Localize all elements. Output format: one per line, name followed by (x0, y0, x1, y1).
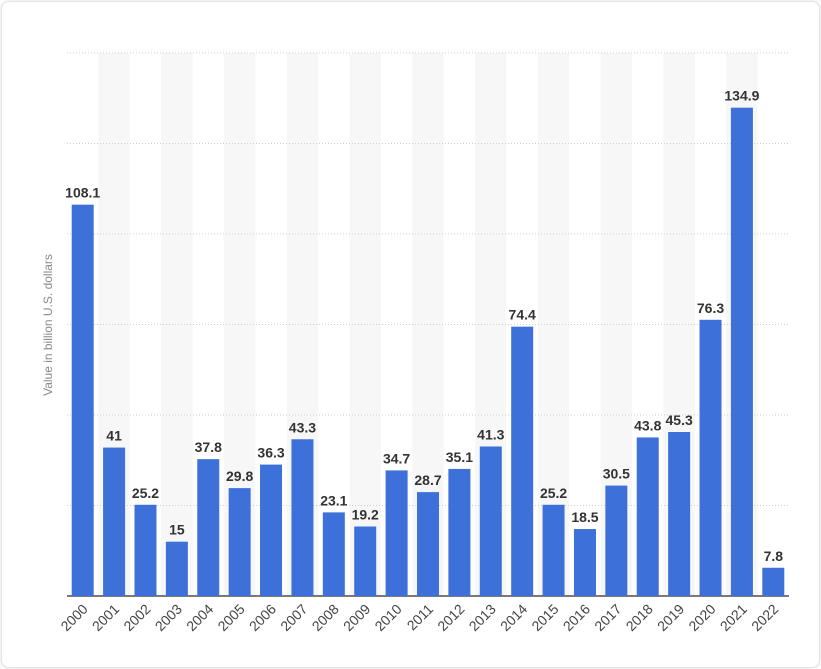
value-label-2002: 25.2 (132, 485, 159, 501)
x-tick-2016: 2016 (560, 601, 593, 634)
x-tick-2020: 2020 (685, 601, 718, 634)
bar-2005 (228, 488, 251, 596)
bar-2008 (322, 512, 345, 596)
y-axis-label: Value in billion U.S. dollars (41, 254, 55, 396)
bar-2013 (479, 446, 502, 596)
value-label-2001: 41 (106, 428, 122, 444)
x-tick-2000: 2000 (57, 601, 90, 634)
value-label-2000: 108.1 (65, 185, 100, 201)
bar-2009 (354, 526, 377, 596)
value-label-2017: 30.5 (603, 466, 630, 482)
bar-2021 (730, 107, 753, 597)
bar-2014 (511, 326, 534, 596)
bar-2016 (573, 529, 596, 596)
x-tick-2012: 2012 (434, 601, 467, 634)
value-label-2016: 18.5 (571, 509, 598, 525)
x-tick-labels: 2000200120022003200420052006200720082009… (57, 601, 781, 634)
bar-2000 (71, 204, 94, 597)
x-tick-2010: 2010 (371, 601, 404, 634)
bars (71, 107, 785, 597)
x-tick-2021: 2021 (717, 601, 750, 634)
x-tick-2019: 2019 (654, 601, 687, 634)
value-label-2003: 15 (169, 522, 185, 538)
x-tick-2006: 2006 (246, 601, 279, 634)
bar-2018 (636, 437, 659, 596)
bar-2002 (134, 504, 157, 596)
bar-2001 (103, 447, 126, 596)
bar-2004 (197, 459, 220, 596)
value-label-2014: 74.4 (509, 307, 536, 323)
x-tick-2008: 2008 (309, 601, 342, 634)
value-label-2020: 76.3 (697, 300, 724, 316)
bar-2019 (668, 432, 691, 596)
column-band (349, 53, 381, 596)
bar-2022 (762, 567, 785, 596)
value-label-2012: 35.1 (446, 449, 473, 465)
value-label-2021: 134.9 (724, 88, 759, 104)
value-label-2011: 28.7 (414, 472, 441, 488)
value-label-2013: 41.3 (477, 426, 504, 442)
bar-2017 (605, 485, 628, 596)
value-label-2006: 36.3 (257, 445, 284, 461)
bar-2007 (291, 439, 314, 596)
x-tick-2013: 2013 (466, 601, 499, 634)
bar-2012 (448, 468, 471, 596)
x-tick-2001: 2001 (89, 601, 122, 634)
x-tick-2002: 2002 (120, 601, 153, 634)
value-label-2005: 29.8 (226, 468, 253, 484)
x-tick-2014: 2014 (497, 601, 530, 634)
x-tick-2015: 2015 (528, 601, 561, 634)
bar-2011 (417, 492, 439, 596)
value-label-2004: 37.8 (195, 439, 222, 455)
bar-2020 (699, 319, 722, 596)
value-label-2008: 23.1 (320, 492, 347, 508)
x-tick-2007: 2007 (277, 601, 310, 634)
bar-2003 (165, 541, 188, 596)
x-tick-2018: 2018 (623, 601, 656, 634)
x-tick-2004: 2004 (183, 601, 216, 634)
x-tick-2011: 2011 (404, 601, 437, 634)
x-tick-2017: 2017 (591, 601, 624, 634)
value-label-2018: 43.8 (634, 417, 661, 433)
x-tick-2005: 2005 (214, 601, 247, 634)
value-label-2019: 45.3 (666, 412, 693, 428)
value-label-2022: 7.8 (764, 548, 784, 564)
bar-2006 (260, 464, 283, 596)
value-label-2007: 43.3 (289, 419, 316, 435)
value-label-2009: 19.2 (352, 506, 379, 522)
x-tick-2022: 2022 (748, 601, 781, 634)
value-labels: 108.1 41 25.2 15 37.829.836.3 43.3 23.1 19.2 34.… (65, 88, 783, 564)
bar-2010 (385, 470, 408, 596)
bar-2015 (542, 504, 565, 596)
x-tick-2009: 2009 (340, 601, 373, 634)
value-label-2015: 25.2 (540, 485, 567, 501)
value-label-2010: 34.7 (383, 450, 410, 466)
x-tick-2003: 2003 (152, 601, 185, 634)
